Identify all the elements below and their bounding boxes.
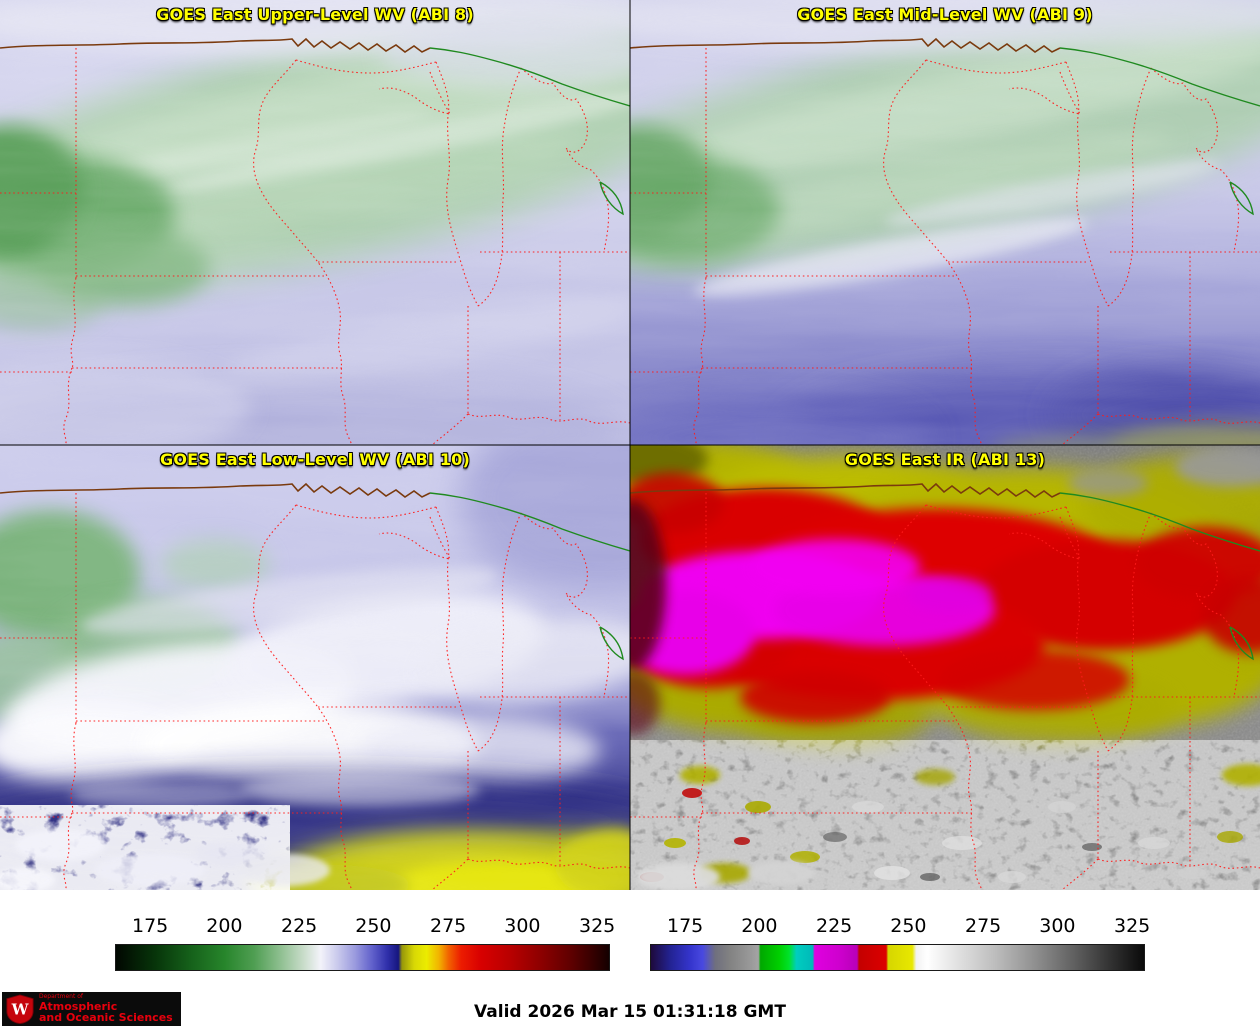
logo-line1: Atmospheric [39, 999, 118, 1013]
tick-label: 175 [132, 915, 169, 937]
tick-label: 250 [355, 915, 392, 937]
colorbar-ir-gradient [650, 944, 1145, 971]
tick-label: 175 [667, 915, 704, 937]
footer: W Department of Atmospheric and Oceanic … [0, 992, 1260, 1027]
uw-crest-icon: W [6, 994, 34, 1024]
tick-label: 200 [206, 915, 243, 937]
panel-mid-wv[interactable] [497, 0, 1260, 494]
colorbar-wv: 175 200 225 250 275 300 325 [115, 915, 615, 971]
panel-upper-wv[interactable] [0, 0, 742, 487]
satellite-quad: GOES East Upper-Level WV (ABI 8) GOES Ea… [0, 0, 1260, 890]
valid-time: Valid 2026 Mar 15 01:31:18 GMT [474, 1002, 786, 1022]
tick-label: 200 [741, 915, 778, 937]
tick-label: 275 [964, 915, 1002, 937]
tick-label: 225 [280, 915, 318, 937]
tick-label: 300 [504, 915, 541, 937]
logo-text: Department of Atmospheric and Oceanic Sc… [39, 993, 173, 1025]
colorbar-wv-gradient [115, 944, 610, 971]
tick-label: 250 [890, 915, 927, 937]
logo-dept-label: Department of [39, 993, 83, 1001]
tick-label: 225 [815, 915, 853, 937]
uw-crest-letter: W [11, 1001, 30, 1019]
tick-label: 325 [578, 915, 616, 937]
panel-ir[interactable] [575, 433, 1260, 890]
tick-label: 325 [1113, 915, 1151, 937]
colorbar-ir: 175 200 225 250 275 300 325 [650, 915, 1150, 971]
colorbar-wv-ticks: 175 200 225 250 275 300 325 [115, 915, 615, 941]
colorbar-ir-ticks: 175 200 225 250 275 300 325 [650, 915, 1150, 941]
legend-area: 175 200 225 250 275 300 325 175 200 225 … [0, 890, 1260, 992]
uw-aos-logo[interactable]: W Department of Atmospheric and Oceanic … [2, 992, 181, 1026]
panel-divider-horizontal [0, 444, 1260, 446]
panel-low-wv[interactable] [0, 405, 740, 890]
tick-label: 275 [429, 915, 467, 937]
satellite-imagery [0, 0, 1260, 890]
tick-label: 300 [1039, 915, 1076, 937]
logo-line2: and Oceanic Sciences [39, 1011, 173, 1025]
